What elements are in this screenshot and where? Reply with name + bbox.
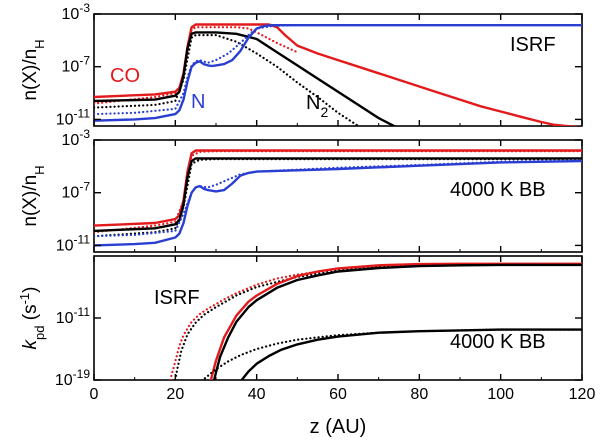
y-tick-label-top: 10-7 xyxy=(62,54,91,76)
panel-frame-bottom xyxy=(93,255,583,381)
x-tick-label: 60 xyxy=(329,386,347,403)
y-tick-label-top: 10-3 xyxy=(62,1,91,23)
series-group-top xyxy=(94,23,582,126)
x-tick-label: 100 xyxy=(487,386,514,403)
series-line-bottom-n-bb-solid xyxy=(240,328,582,380)
label-isrf: ISRF xyxy=(510,34,556,56)
x-tick-label: 0 xyxy=(90,386,99,403)
y-axis-label-bottom: kpd (s-1) xyxy=(17,287,47,350)
y-axis-label-top-main: n(X)/n xyxy=(20,49,41,101)
label-n2: N2 xyxy=(306,92,328,120)
series-line-bottom-co-bb-solid xyxy=(209,262,582,380)
y-axis-label-middle: n(X)/nH xyxy=(20,165,47,226)
y-tick-label-bottom: 10-19 xyxy=(55,367,90,389)
series-line-top-n-solid xyxy=(94,24,582,122)
y-axis-label-bottom-units-exp: -1 xyxy=(17,293,32,305)
x-tick-labels: 0 20 40 60 80 100 120 xyxy=(90,386,596,403)
series-group-middle xyxy=(94,149,582,247)
y-tick-label-middle: 10-7 xyxy=(62,180,91,202)
label-n: N xyxy=(191,91,205,113)
series-line-middle-n-solid xyxy=(94,159,582,247)
label-4000k-bb-middle: 4000 K BB xyxy=(450,179,546,201)
series-line-middle-n-dotted xyxy=(94,159,582,238)
y-axis-label-top-sub: H xyxy=(32,39,47,48)
label-co: CO xyxy=(110,65,140,87)
y-axis-label-bottom-units: (s xyxy=(20,304,41,325)
y-tick-label-middle: 10-3 xyxy=(62,127,91,149)
y-axis-label-bottom-main: k xyxy=(20,338,41,349)
x-tick-label: 120 xyxy=(569,386,596,403)
series-line-middle-n2-dotted xyxy=(94,158,582,238)
y-tick-label-top: 10-11 xyxy=(56,106,91,128)
series-line-top-n-dotted xyxy=(94,24,299,116)
y-tick-label-middle: 10-11 xyxy=(56,232,91,254)
label-n2-main: N xyxy=(306,92,320,114)
y-axis-label-middle-sub: H xyxy=(32,165,47,174)
series-line-bottom-n2-bb-solid xyxy=(212,263,582,380)
y-axis-label-middle-main: n(X)/n xyxy=(20,175,41,227)
y-tick-label-bottom: 10-11 xyxy=(56,305,91,327)
tick-marks xyxy=(93,13,583,381)
y-axis-label-top: n(X)/nH xyxy=(20,39,47,100)
y-axis-label-bottom-close: ) xyxy=(20,287,41,293)
x-tick-label: 20 xyxy=(166,386,184,403)
x-axis-label: z (AU) xyxy=(310,416,367,438)
x-tick-label: 80 xyxy=(410,386,428,403)
label-4000k-bb-bottom: 4000 K BB xyxy=(450,331,546,353)
series-line-top-co-solid xyxy=(94,23,581,126)
x-tick-label: 40 xyxy=(248,386,266,403)
label-isrf-bottom: ISRF xyxy=(154,287,200,309)
series-line-top-n2-dotted xyxy=(94,34,361,126)
series-group-bottom xyxy=(169,262,582,380)
label-n2-sub: 2 xyxy=(320,104,328,120)
y-axis-label-bottom-sub: pd xyxy=(32,326,47,340)
